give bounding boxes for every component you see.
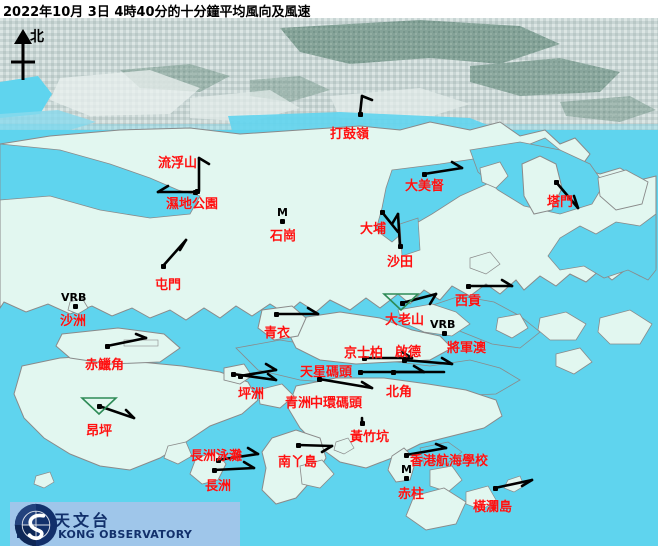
station-dot xyxy=(161,264,166,269)
station-dot xyxy=(73,304,78,309)
pennant-symbol-layer xyxy=(79,293,421,416)
north-arrow-icon xyxy=(11,29,35,80)
station-label: 啟德 xyxy=(395,345,422,360)
station-dot xyxy=(280,219,285,224)
station-dot xyxy=(362,356,367,361)
hko-logo: 香港天文台 HONG KONG OBSERVATORY xyxy=(10,502,240,546)
station-label: 長洲 xyxy=(205,479,232,494)
station-dot xyxy=(358,370,363,375)
station-dot xyxy=(296,443,301,448)
station-dot xyxy=(391,370,396,375)
coastline-layer xyxy=(0,94,657,531)
station-label: 塔門 xyxy=(547,195,574,210)
station-dot xyxy=(442,331,447,336)
station-label: 南丫島 xyxy=(278,455,318,470)
station-label: 昂坪 xyxy=(86,424,113,439)
station-label: 京士柏 xyxy=(344,346,384,361)
title-bar: 2022年10月 3日 4時40分的十分鐘平均風向及風速 xyxy=(0,0,658,20)
station-label: 流浮山 xyxy=(158,156,198,171)
station-label: 赤柱 xyxy=(398,487,425,502)
page-title: 2022年10月 3日 4時40分的十分鐘平均風向及風速 xyxy=(3,5,311,20)
station-label: 北角 xyxy=(386,385,413,400)
station-label: 黃竹坑 xyxy=(350,430,390,445)
station-dot xyxy=(402,358,407,363)
station-label: 青洲 xyxy=(285,396,312,411)
station-dot xyxy=(398,244,403,249)
station-label: 沙田 xyxy=(387,255,414,270)
station-dot xyxy=(193,190,198,195)
hko-emblem-icon xyxy=(14,503,58,546)
north-label: 北 xyxy=(30,29,44,45)
station-label: 屯門 xyxy=(155,278,182,293)
station-dot xyxy=(358,112,363,117)
station-label: 青衣 xyxy=(264,326,291,341)
station-dot xyxy=(404,476,409,481)
station-label: 大埔 xyxy=(360,222,387,237)
station-label: 坪洲 xyxy=(238,387,265,402)
station-dot xyxy=(97,404,102,409)
station-dot xyxy=(380,210,385,215)
station-dot xyxy=(493,486,498,491)
station-label: 天星碼頭 xyxy=(300,365,353,380)
station-dot xyxy=(317,377,322,382)
station-label: 打鼓嶺 xyxy=(330,127,370,142)
vrb-flag: VRB xyxy=(61,291,87,304)
satellite-terrain-layer xyxy=(0,18,658,130)
station-label: 大美督 xyxy=(405,179,445,194)
station-dot xyxy=(360,421,365,426)
map-canvas: 打鼓嶺流浮山濕地公園 M 石崗 大美督塔門大埔沙田屯門西貢大老山 VRB 沙洲青衣赤鱲角 京… xyxy=(0,18,658,546)
station-dot xyxy=(274,312,279,317)
station-label: 大老山 xyxy=(385,313,425,328)
station-dot xyxy=(554,180,559,185)
vrb-flag: VRB xyxy=(430,318,456,331)
station-label: 西貢 xyxy=(455,294,482,309)
station-dot xyxy=(466,284,471,289)
station-dot xyxy=(216,458,221,463)
station-dot xyxy=(400,301,405,306)
station-label: 濕地公園 xyxy=(166,197,219,212)
station-label: 赤鱲角 xyxy=(85,358,125,373)
station-dot xyxy=(422,172,427,177)
station-label: 沙洲 xyxy=(60,314,87,329)
station-label: 將軍澳 xyxy=(447,341,487,356)
station-label: 石崗 xyxy=(270,229,297,244)
station-label: 橫瀾島 xyxy=(473,500,513,515)
station-label: 中環碼頭 xyxy=(310,396,363,411)
station-dot xyxy=(231,372,236,377)
missing-flag: M xyxy=(277,206,288,219)
logo-english-text: HONG KONG OBSERVATORY xyxy=(16,527,193,541)
missing-flag: M xyxy=(401,463,412,476)
station-dot xyxy=(404,453,409,458)
station-label: 香港航海學校 xyxy=(410,454,489,469)
station-dot xyxy=(238,374,243,379)
station-dot xyxy=(212,468,217,473)
wind-barb-layer xyxy=(97,94,580,490)
station-label: 長洲泳灘 xyxy=(190,449,243,464)
station-dot xyxy=(105,344,110,349)
